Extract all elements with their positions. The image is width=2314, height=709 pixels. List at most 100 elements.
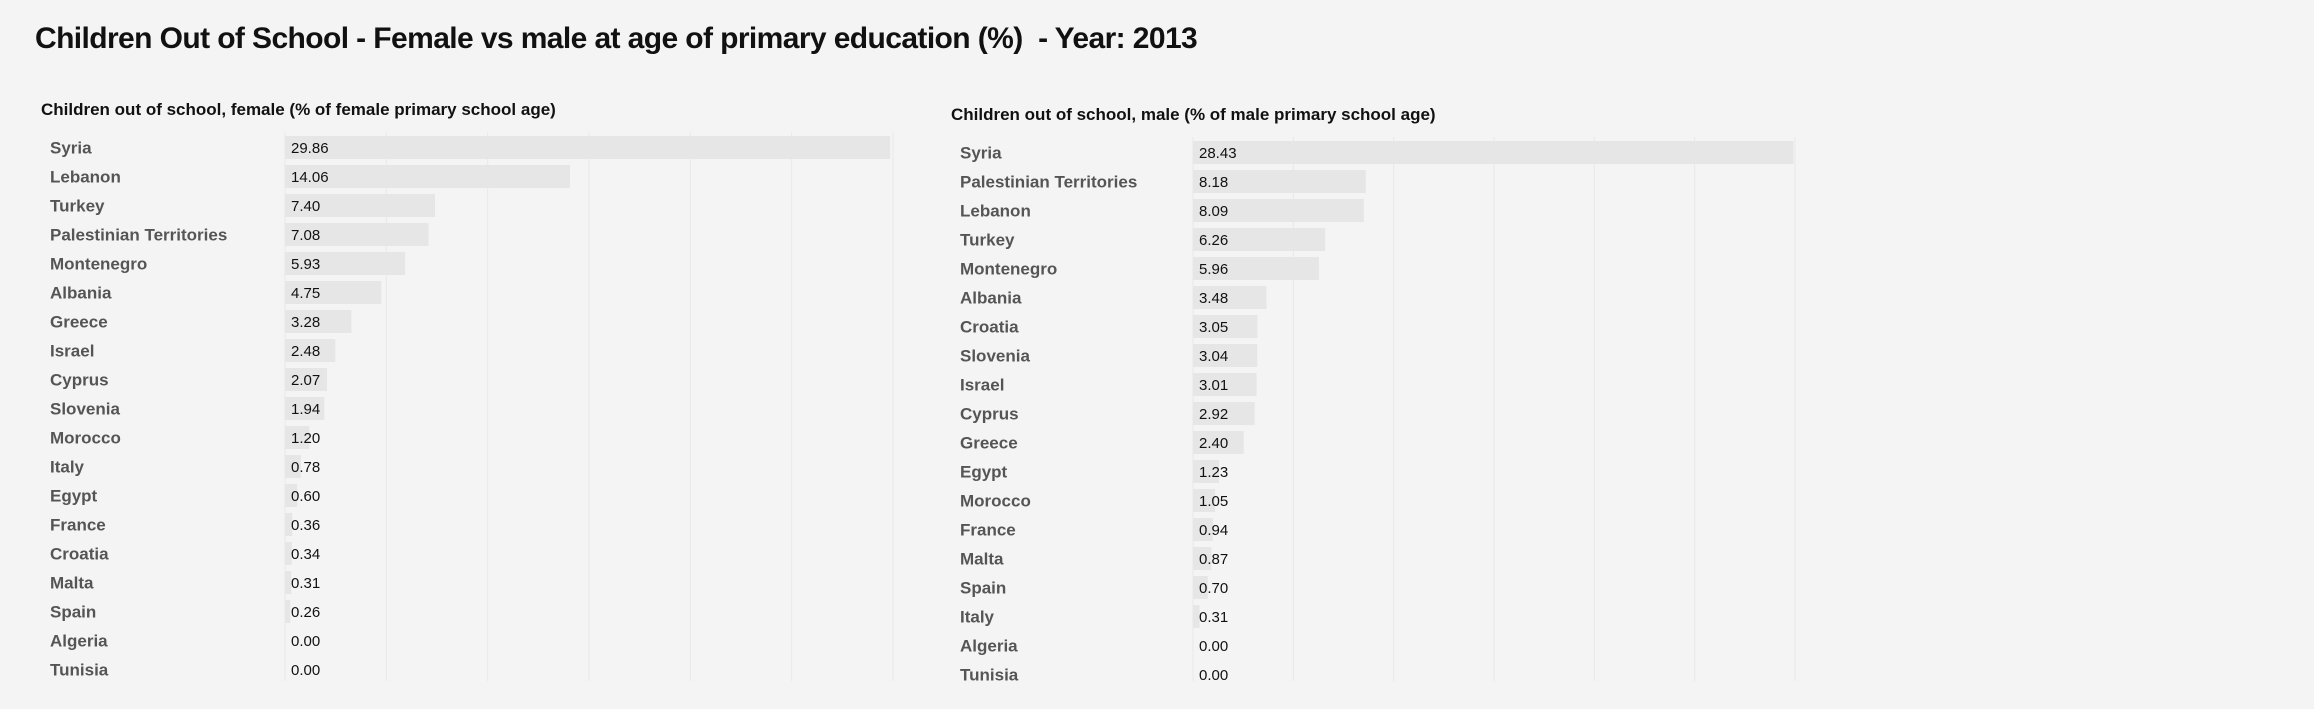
male-value-label: 8.09 (1199, 203, 1228, 220)
male-value-label: 0.87 (1199, 551, 1228, 568)
female-bar (285, 397, 325, 420)
male-value-label: 2.40 (1199, 435, 1228, 452)
male-category-label: Spain (960, 579, 1006, 598)
female-bar (285, 165, 570, 188)
female-category-label: France (50, 516, 106, 535)
male-value-label: 28.43 (1199, 145, 1237, 162)
female-category-label: Morocco (50, 429, 121, 448)
female-category-label: Malta (50, 574, 94, 593)
male-value-label: 6.26 (1199, 232, 1228, 249)
female-value-label: 1.94 (291, 401, 320, 418)
page-title: Children Out of School - Female vs male … (35, 22, 1198, 55)
male-value-label: 5.96 (1199, 261, 1228, 278)
male-bar (1193, 228, 1326, 251)
male-category-label: Cyprus (960, 405, 1019, 424)
male-value-label: 3.01 (1199, 377, 1228, 394)
male-bar (1193, 431, 1244, 454)
male-category-label: Morocco (960, 492, 1031, 511)
male-bar (1193, 373, 1257, 396)
male-bar (1193, 518, 1213, 541)
female-category-label: Algeria (50, 632, 108, 651)
male-chart-panel: Children out of school, male (% of male … (940, 96, 1820, 696)
female-category-label: Albania (50, 284, 112, 303)
female-category-label: Turkey (50, 197, 105, 216)
female-category-label: Lebanon (50, 168, 121, 187)
male-category-label: Albania (960, 289, 1022, 308)
female-category-label: Syria (50, 139, 92, 158)
female-value-label: 3.28 (291, 314, 320, 331)
male-chart-title: Children out of school, male (% of male … (951, 105, 1436, 124)
male-bar (1193, 141, 1794, 164)
male-bar (1193, 344, 1258, 367)
male-category-label: Malta (960, 550, 1004, 569)
male-category-label: Slovenia (960, 347, 1030, 366)
male-category-label: Syria (960, 144, 1002, 163)
male-category-label: Israel (960, 376, 1004, 395)
male-value-label: 3.48 (1199, 290, 1228, 307)
male-value-label: 2.92 (1199, 406, 1228, 423)
male-value-label: 0.00 (1199, 667, 1228, 684)
male-bar (1193, 605, 1200, 628)
male-bar (1193, 315, 1258, 338)
female-category-label: Greece (50, 313, 108, 332)
female-value-label: 0.60 (291, 488, 320, 505)
female-value-label: 2.48 (291, 343, 320, 360)
female-bar (285, 368, 327, 391)
female-bar (285, 455, 301, 478)
female-category-label: Croatia (50, 545, 109, 564)
male-category-label: Greece (960, 434, 1018, 453)
female-category-label: Israel (50, 342, 94, 361)
female-category-label: Tunisia (50, 661, 109, 680)
female-category-label: Cyprus (50, 371, 109, 390)
female-category-label: Montenegro (50, 255, 147, 274)
male-bar (1193, 199, 1364, 222)
female-category-label: Slovenia (50, 400, 120, 419)
female-bar (285, 339, 336, 362)
male-category-label: Egypt (960, 463, 1008, 482)
female-bar (285, 513, 293, 536)
female-bar (285, 310, 352, 333)
female-bar (285, 194, 435, 217)
male-category-label: Italy (960, 608, 995, 627)
male-category-label: Lebanon (960, 202, 1031, 221)
female-bar (285, 426, 310, 449)
female-bar (285, 136, 891, 159)
female-value-label: 7.40 (291, 198, 320, 215)
male-value-label: 3.05 (1199, 319, 1228, 336)
female-value-label: 0.00 (291, 633, 320, 650)
female-category-label: Egypt (50, 487, 98, 506)
female-bar-chart: Syria 29.86 Lebanon 14.06 Turkey 7.40 Palestin… (50, 132, 894, 681)
male-bar (1193, 402, 1255, 425)
female-value-label: 4.75 (291, 285, 320, 302)
male-value-label: 1.05 (1199, 493, 1228, 510)
female-category-label: Italy (50, 458, 85, 477)
male-bar-chart: Syria 28.43 Palestinian Territories 8.18 Leb… (960, 137, 1796, 685)
male-category-label: France (960, 521, 1016, 540)
female-value-label: 14.06 (291, 169, 329, 186)
female-bar (285, 484, 298, 507)
male-bar (1193, 286, 1267, 309)
female-bar (285, 252, 406, 275)
male-value-label: 0.70 (1199, 580, 1228, 597)
female-bar (285, 571, 292, 594)
female-value-label: 7.08 (291, 227, 320, 244)
female-chart-panel: Children out of school, female (% of fem… (30, 96, 910, 696)
male-bar (1193, 576, 1208, 599)
female-bar (285, 600, 291, 623)
female-value-label: 5.93 (291, 256, 320, 273)
male-bar (1193, 257, 1319, 280)
male-category-label: Palestinian Territories (960, 173, 1137, 192)
female-value-label: 1.20 (291, 430, 320, 447)
male-category-label: Montenegro (960, 260, 1057, 279)
female-category-label: Palestinian Territories (50, 226, 227, 245)
female-bar (285, 223, 429, 246)
female-category-label: Spain (50, 603, 96, 622)
female-value-label: 0.31 (291, 575, 320, 592)
male-bar (1193, 170, 1366, 193)
female-value-label: 0.78 (291, 459, 320, 476)
female-bar (285, 281, 382, 304)
male-value-label: 8.18 (1199, 174, 1228, 191)
male-value-label: 0.94 (1199, 522, 1228, 539)
female-value-label: 29.86 (291, 140, 329, 157)
male-value-label: 0.31 (1199, 609, 1228, 626)
